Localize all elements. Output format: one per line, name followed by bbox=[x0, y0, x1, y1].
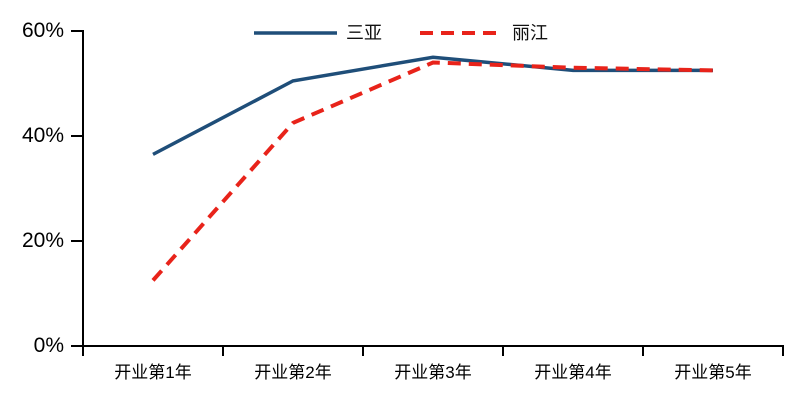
y-tick-label: 20% bbox=[21, 229, 64, 252]
legend-line-sample-icon bbox=[254, 31, 337, 35]
y-tick-label: 60% bbox=[21, 19, 64, 42]
legend: 三亚 丽江 bbox=[0, 20, 802, 46]
series-line-丽江 bbox=[151, 60, 714, 282]
legend-item-丽江: 丽江 bbox=[420, 24, 548, 42]
y-tick-label: 0% bbox=[33, 334, 64, 357]
legend-line-sample-icon bbox=[420, 31, 503, 35]
legend-label: 丽江 bbox=[512, 23, 548, 43]
x-category-label: 开业第5年 bbox=[674, 363, 752, 382]
x-category-label: 开业第1年 bbox=[114, 363, 192, 382]
y-tick-label: 40% bbox=[21, 124, 64, 147]
legend-item-三亚: 三亚 bbox=[254, 24, 382, 42]
x-category-label: 开业第4年 bbox=[534, 363, 612, 382]
series-line-三亚 bbox=[152, 55, 713, 156]
legend-label: 三亚 bbox=[346, 23, 382, 43]
x-category-label: 开业第2年 bbox=[254, 363, 332, 382]
x-category-label: 开业第3年 bbox=[394, 363, 472, 382]
